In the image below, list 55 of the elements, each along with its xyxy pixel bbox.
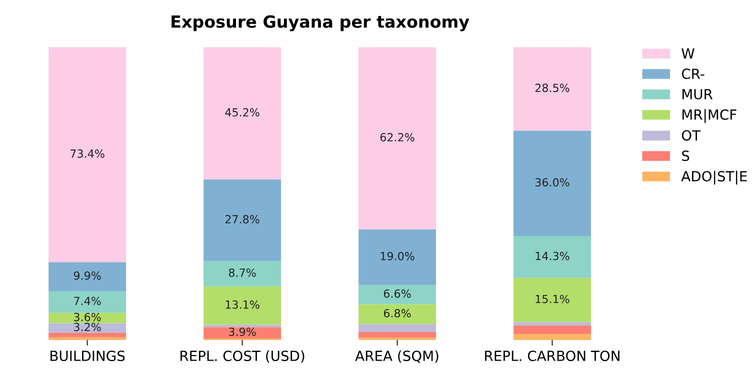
data-label: 27.8%: [225, 215, 260, 224]
data-label: 62.2%: [380, 133, 414, 142]
bar: [358, 229, 436, 285]
legend-label: MR|MCF: [682, 109, 736, 123]
data-label: 19.0%: [380, 252, 414, 260]
legend-label: S: [682, 150, 690, 162]
bar: [204, 260, 282, 286]
x-tick-label: REPL. CARBON TON: [485, 350, 620, 362]
chart-title: Exposure Guyana per taxonomy: [172, 15, 470, 32]
data-label: 15.1%: [536, 294, 570, 304]
bar: [514, 47, 592, 131]
legend-label: W: [682, 48, 694, 58]
data-label: 14.3%: [536, 252, 570, 260]
x-tick-label: AREA (SQM): [355, 350, 438, 363]
bar: [204, 286, 282, 325]
bar: [358, 47, 436, 230]
bar: [48, 332, 126, 338]
data-label: 9.9%: [74, 271, 101, 280]
data-label: 7.4%: [74, 296, 101, 306]
bar: [48, 47, 126, 262]
data-label: 8.7%: [228, 268, 256, 277]
legend-label: CR-: [682, 68, 704, 80]
bar: [48, 312, 126, 324]
bar: [514, 322, 592, 326]
data-label: 36.0%: [535, 178, 570, 187]
x-tick-label: REPL. COST (USD): [180, 350, 304, 363]
x-tick-label: BUILDINGS: [50, 350, 125, 362]
bar: [514, 278, 592, 322]
bar: [514, 334, 592, 340]
bar: [48, 291, 126, 313]
bar: [358, 284, 436, 304]
data-label: 45.2%: [225, 108, 260, 117]
legend-label: MUR: [682, 89, 713, 100]
data-label: 3.6%: [74, 312, 101, 322]
data-label: 3.2%: [74, 322, 101, 332]
bar: [358, 332, 436, 338]
data-label: 3.9%: [229, 328, 256, 336]
legend-label: ADO|ST|E: [681, 170, 747, 185]
bar: [358, 324, 436, 332]
bar: [514, 236, 592, 278]
data-label: 73.4%: [70, 149, 104, 158]
bar: [204, 324, 282, 328]
data-label: 13.1%: [226, 300, 260, 309]
bar: [514, 325, 592, 334]
bar: [204, 47, 282, 180]
bar: [204, 327, 282, 338]
data-label: 6.8%: [384, 309, 411, 318]
bar: [358, 304, 436, 324]
legend-label: OT: [682, 130, 701, 141]
bar: [204, 179, 282, 261]
bar: [514, 130, 592, 236]
data-label: 28.5%: [535, 84, 570, 92]
bar: [48, 337, 126, 340]
data-label: 6.6%: [384, 289, 411, 298]
bar: [48, 262, 126, 292]
